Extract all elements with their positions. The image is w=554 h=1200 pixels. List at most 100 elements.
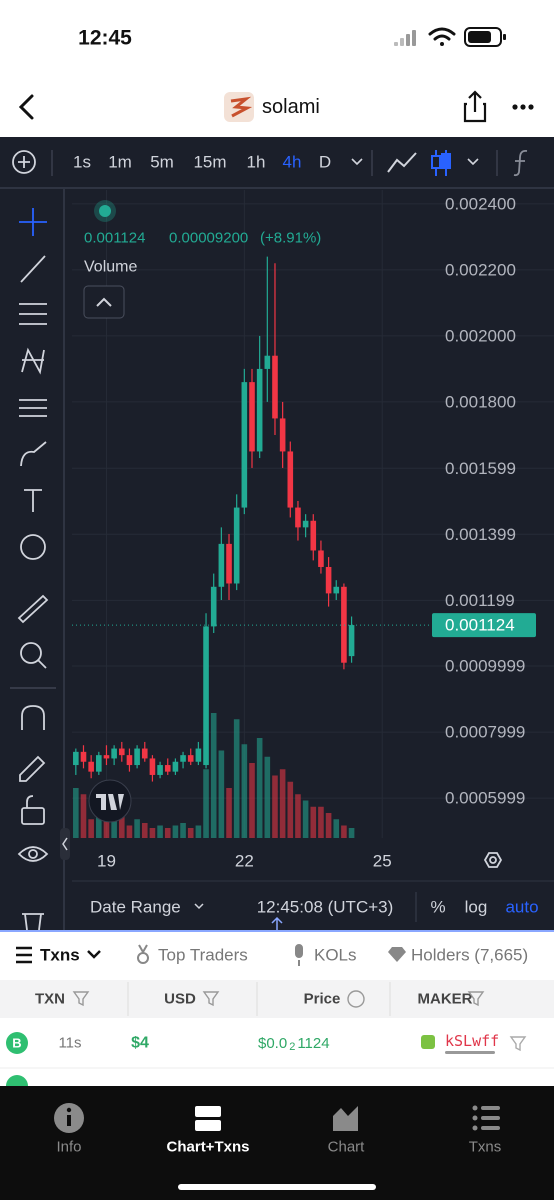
settings-button[interactable] — [483, 852, 503, 868]
wifi-icon — [428, 27, 456, 46]
text-tool[interactable] — [24, 489, 42, 512]
volume-label: Volume — [84, 259, 137, 276]
nav-label[interactable]: Chart+Txns — [167, 1139, 250, 1156]
column-header: Price — [304, 991, 341, 1008]
measure-tool[interactable] — [17, 594, 49, 624]
auto-toggle[interactable]: auto — [505, 898, 538, 917]
last-price-tag — [432, 613, 536, 638]
volume-bar — [310, 806, 317, 838]
volume-bar — [272, 775, 278, 838]
filter-icon[interactable] — [202, 991, 220, 1007]
y-tick-label: 0.002000 — [445, 326, 516, 345]
nav-label[interactable]: Info — [56, 1139, 81, 1156]
volume-bar — [210, 713, 217, 838]
legend-collapse[interactable] — [83, 285, 125, 319]
candle-body — [249, 382, 255, 452]
projection-tool[interactable] — [19, 399, 47, 417]
volume-bar — [226, 788, 232, 838]
volume-bar — [241, 744, 248, 838]
legend-change-pct: (+8.91%) — [260, 230, 321, 247]
more-button[interactable] — [512, 104, 534, 110]
date-range[interactable]: Date Range — [90, 898, 181, 917]
lock-tool[interactable] — [21, 807, 45, 825]
tab[interactable]: Top Traders — [158, 946, 248, 965]
timeframe-button[interactable]: 1s — [73, 153, 91, 172]
filter-icon[interactable] — [467, 991, 485, 1007]
visibility-tool[interactable] — [17, 846, 49, 862]
chart-icon — [333, 1106, 358, 1131]
tab[interactable]: KOLs — [314, 946, 357, 965]
emoji-tool[interactable] — [20, 534, 46, 560]
volume-bar — [348, 828, 355, 838]
x-tick-label: 25 — [373, 852, 392, 871]
txns-chevron — [87, 950, 101, 959]
candle-body — [134, 748, 140, 766]
tab[interactable]: Txns — [40, 946, 80, 965]
log-toggle[interactable]: log — [465, 898, 488, 917]
volume-bar — [318, 806, 324, 838]
tools-collapse[interactable] — [60, 828, 70, 860]
indicators-button[interactable] — [513, 149, 528, 177]
tradingview-logo — [88, 779, 132, 823]
token-title: solami — [262, 96, 320, 118]
timeframe-button[interactable]: 4h — [283, 153, 302, 172]
candle-body — [111, 748, 117, 759]
nav-label[interactable]: Txns — [469, 1139, 502, 1156]
currency-icon[interactable] — [347, 990, 365, 1008]
usd: $4 — [131, 1035, 149, 1052]
magnet-tool[interactable] — [21, 705, 45, 730]
timeframe-button[interactable]: 1m — [108, 153, 132, 172]
percent-toggle[interactable]: % — [430, 898, 445, 917]
nav-bg — [0, 1086, 554, 1200]
side: B — [12, 1036, 21, 1051]
candle-body — [241, 382, 248, 508]
back-button[interactable] — [18, 94, 34, 120]
candle-body — [272, 355, 278, 419]
volume-bar — [149, 828, 156, 838]
volume-bar — [187, 828, 194, 838]
candle-body — [203, 626, 209, 766]
tab[interactable]: Holders (7,665) — [411, 946, 528, 965]
zoom-tool[interactable] — [20, 642, 42, 664]
fib-tool[interactable] — [19, 303, 47, 325]
volume-bar — [118, 813, 125, 838]
timeframe-button[interactable]: 5m — [150, 153, 174, 172]
nav-label[interactable]: Chart — [328, 1139, 366, 1156]
filter-icon[interactable] — [72, 991, 90, 1007]
volume-bar — [249, 763, 255, 838]
candle-body — [264, 355, 271, 369]
maker[interactable]: kSLwff — [445, 1032, 499, 1050]
token-logo — [224, 92, 254, 122]
line-chart-button[interactable] — [387, 152, 417, 173]
pattern-tool[interactable] — [21, 347, 45, 375]
volume-bar — [256, 738, 263, 838]
date-range-chevron — [194, 903, 204, 910]
volume-bar — [264, 756, 271, 838]
candle-body — [187, 755, 194, 762]
candle-body — [195, 748, 202, 762]
brush-tool[interactable] — [20, 441, 47, 467]
crosshair-tool[interactable] — [19, 208, 47, 236]
lock-drawing-tool[interactable] — [19, 755, 46, 782]
trendline-tool[interactable] — [20, 255, 46, 283]
delete-tool[interactable] — [22, 913, 44, 931]
timeframe-button[interactable]: D — [319, 153, 331, 172]
timeframe-button[interactable]: 1h — [247, 153, 266, 172]
type-dropdown[interactable] — [467, 158, 479, 166]
volume-bar — [233, 719, 240, 838]
filter-icon[interactable] — [509, 1036, 527, 1052]
volume-bar — [287, 781, 294, 838]
volume-bar — [333, 819, 340, 838]
candle-body — [218, 543, 225, 587]
candle-body — [80, 751, 87, 762]
candle-body — [88, 761, 94, 772]
add-indicator[interactable] — [12, 150, 36, 174]
candle-type-button[interactable] — [431, 150, 451, 176]
timeframe-button[interactable]: 15m — [193, 153, 226, 172]
share-button[interactable] — [463, 90, 487, 123]
tf-dropdown[interactable] — [351, 158, 363, 166]
volume-bar — [103, 806, 110, 838]
x-tick-label: 19 — [97, 852, 116, 871]
